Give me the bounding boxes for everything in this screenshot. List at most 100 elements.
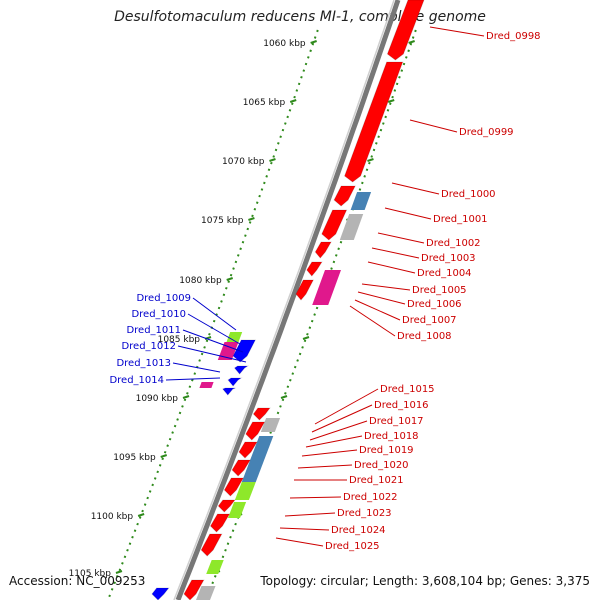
gene-label-dred-1020: Dred_1020 xyxy=(354,460,409,471)
gene-leader-line xyxy=(354,299,401,321)
inner-scale-tick xyxy=(408,40,415,44)
gene-arrow-dred-0999 xyxy=(344,61,404,183)
gene-arrow-dred-1021 xyxy=(223,477,245,497)
gene-label-dred-1012: Dred_1012 xyxy=(121,341,176,352)
scale-tick xyxy=(115,570,123,574)
gene-leader-line xyxy=(275,537,324,547)
gene-leader-line xyxy=(391,182,440,195)
gene-label-dred-1014: Dred_1014 xyxy=(109,375,164,386)
gene-arrow-dred-1019 xyxy=(238,441,258,459)
gene-arrow-dred-0998 xyxy=(386,0,425,61)
gene-leader-line xyxy=(284,512,336,517)
gene-label-dred-1023: Dred_1023 xyxy=(337,508,392,519)
gene-leader-line xyxy=(367,261,416,274)
gene-leader-line xyxy=(349,305,396,337)
gene-leader-line xyxy=(311,404,373,433)
gene-leader-line xyxy=(187,313,241,345)
backbone-strand xyxy=(175,0,401,600)
gene-leader-line xyxy=(182,329,244,353)
scale-label: 1105 kbp xyxy=(69,569,112,579)
gene-label-dred-1007: Dred_1007 xyxy=(402,315,457,326)
gene-arrow-dred-1012 xyxy=(233,365,250,375)
scale-tick xyxy=(160,454,168,458)
gene-leader-line xyxy=(357,291,406,305)
gene-arrow-dred-1015 xyxy=(252,407,271,421)
gene-label-dred-1004: Dred_1004 xyxy=(417,268,472,279)
gene-leader-line xyxy=(384,207,432,220)
gene-leader-line xyxy=(279,527,330,531)
gene-leader-line xyxy=(289,496,342,499)
backbone-group xyxy=(173,0,401,600)
gene-arrow-extra-2 xyxy=(151,587,170,600)
gene-leader-line xyxy=(297,464,353,469)
gene-box-dred-1001 xyxy=(350,192,372,210)
gene-label-dred-1008: Dred_1008 xyxy=(397,331,452,342)
scale-label: 1060 kbp xyxy=(263,39,306,49)
gene-label-dred-1013: Dred_1013 xyxy=(116,358,171,369)
gene-box-dred-1023 xyxy=(228,502,247,518)
gene-arrow-dred-1006 xyxy=(295,279,315,301)
gene-label-dred-1024: Dred_1024 xyxy=(331,525,386,536)
gene-leader-line xyxy=(314,388,379,425)
gene-label-dred-1006: Dred_1006 xyxy=(407,299,462,310)
scale-label: 1090 kbp xyxy=(136,394,179,404)
gene-arrow-dred-1020 xyxy=(231,459,252,477)
gene-group xyxy=(151,0,425,600)
gene-label-dred-1021: Dred_1021 xyxy=(349,475,404,486)
gene-box-dred-1018 xyxy=(241,436,274,482)
gene-arrow-dred-1005 xyxy=(306,261,323,277)
scale-label: 1075 kbp xyxy=(201,216,244,226)
gene-arrow-dred-1000 xyxy=(333,185,357,207)
scale-tick xyxy=(226,277,233,281)
scale-tick xyxy=(269,158,276,162)
gene-arrow-dred-1013 xyxy=(227,377,243,387)
gene-label-dred-1005: Dred_1005 xyxy=(412,285,467,296)
gene-leader-line xyxy=(429,26,485,37)
gene-label-dred-1001: Dred_1001 xyxy=(433,214,488,225)
gene-leader-line xyxy=(192,297,237,331)
scale-tick xyxy=(137,513,145,517)
scale-label: 1080 kbp xyxy=(179,276,222,286)
gene-arrow-dred-1025 xyxy=(200,533,223,557)
gene-leader-line xyxy=(371,247,420,259)
gene-label-dred-1009: Dred_1009 xyxy=(136,293,191,304)
gene-box-dred-1009 xyxy=(225,332,243,344)
gene-label-dred-1018: Dred_1018 xyxy=(364,431,419,442)
gene-label-dred-1017: Dred_1017 xyxy=(369,416,424,427)
gene-leader-line xyxy=(377,232,425,244)
gene-arrow-dred-1014 xyxy=(221,387,236,396)
gene-label-dred-1022: Dred_1022 xyxy=(343,492,398,503)
scale-tick xyxy=(310,40,317,44)
gene-label-dred-1010: Dred_1010 xyxy=(131,309,186,320)
gene-leader-line xyxy=(172,362,221,373)
gene-label-dred-1011: Dred_1011 xyxy=(126,325,181,336)
backbone-shadow xyxy=(173,0,395,600)
gene-box-dred-1007 xyxy=(312,270,341,305)
scale-label: 1100 kbp xyxy=(91,512,134,522)
gene-box-extra-2 xyxy=(196,586,216,600)
gene-box-dred-1016 xyxy=(260,418,281,432)
label-group: Dred_0998 Dred_0999 Dred_1000 Dred_1001 Dred… xyxy=(109,26,541,552)
gene-leader-line xyxy=(361,283,411,291)
gene-label-dred-1000: Dred_1000 xyxy=(441,189,496,200)
gene-arrow-dred-1024 xyxy=(209,513,231,533)
gene-leader-line xyxy=(305,435,363,448)
gene-label-dred-1016: Dred_1016 xyxy=(374,400,429,411)
gene-arrow-extra-1 xyxy=(183,579,205,600)
gene-arrow-dred-1017 xyxy=(245,421,266,441)
gene-leader-line xyxy=(409,119,458,133)
gene-arrow-dred-1011 xyxy=(232,339,257,363)
scale-label: 1085 kbp xyxy=(158,335,201,345)
scale-label: 1070 kbp xyxy=(222,157,265,167)
gene-label-dred-1015: Dred_1015 xyxy=(380,384,435,395)
gene-label-dred-0999: Dred_0999 xyxy=(459,127,514,138)
gene-leader-line xyxy=(301,449,358,457)
inner-scale-tick xyxy=(387,99,395,103)
gene-box-dred-1003 xyxy=(339,214,364,240)
gene-arrow-dred-1002 xyxy=(321,209,348,241)
gene-box-extra-1 xyxy=(206,560,224,574)
inner-scale-tick xyxy=(302,336,310,340)
scale-label: 1065 kbp xyxy=(243,98,286,108)
scale-tick xyxy=(289,99,297,103)
